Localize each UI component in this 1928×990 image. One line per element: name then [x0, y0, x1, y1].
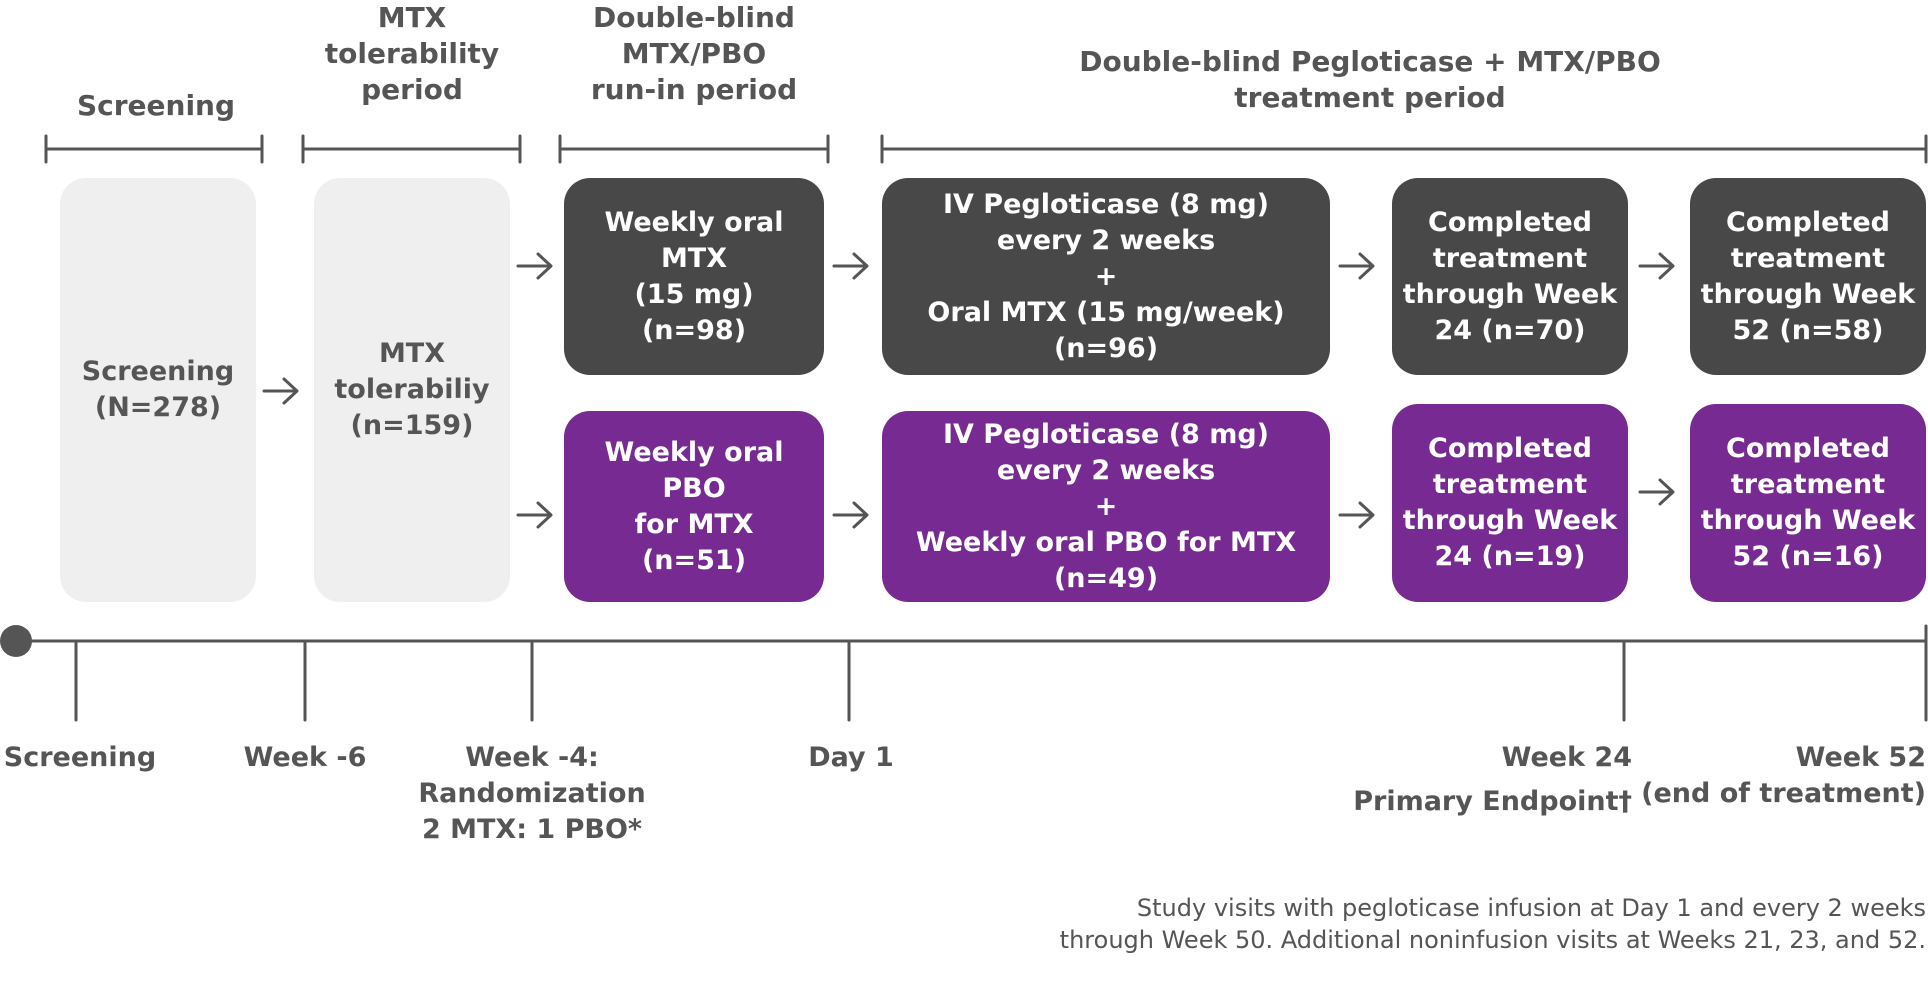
phase-runin-title: Double-blind MTX/PBO run-in period [590, 1, 798, 106]
arrow-tolerability-to-pbo [516, 501, 553, 529]
arrow-mtx-runin-to-treatment [832, 252, 869, 280]
pbo-runin-box: Weekly oral PBO for MTX (n=51) [564, 411, 824, 602]
timeline-label-week24: Week 24 [1501, 742, 1632, 773]
phase-tolerability-title: MTX tolerability period [324, 1, 500, 106]
screening-box: Screening (N=278) [60, 178, 256, 602]
mtx-week52-box: Completed treatment through Week 52 (n=5… [1690, 178, 1926, 375]
tolerability-box: MTX tolerabiliy (n=159) [314, 178, 510, 602]
phase-treatment-title: Double-blind Pegloticase + MTX/PBO treat… [1079, 45, 1661, 114]
bracket-tolerability [301, 134, 522, 164]
mtx-treatment-box: IV Pegloticase (8 mg) every 2 weeks + Or… [882, 178, 1330, 375]
phase-screening-title: Screening [76, 89, 236, 122]
arrow-pbo-runin-to-treatment [832, 501, 869, 529]
pbo-week24-box: Completed treatment through Week 24 (n=1… [1392, 404, 1628, 602]
arrow-tolerability-to-mtx [516, 252, 553, 280]
arrow-mtx-treatment-to-week24 [1338, 252, 1375, 280]
arrow-screening-to-tolerability [262, 377, 299, 405]
arrow-pbo-treatment-to-week24 [1338, 501, 1375, 529]
arrow-mtx-week24-to-week52 [1638, 252, 1675, 280]
timeline-start-dot [0, 625, 32, 657]
timeline-label-week-minus6: Week -6 [243, 742, 367, 773]
bracket-runin [558, 134, 830, 164]
pbo-week52-box: Completed treatment through Week 52 (n=1… [1690, 404, 1926, 602]
footnote: Study visits with pegloticase infusion a… [1059, 894, 1926, 954]
pbo-treatment-box: IV Pegloticase (8 mg) every 2 weeks + We… [882, 411, 1330, 602]
timeline-label-day1: Day 1 [808, 742, 894, 773]
mtx-week24-box: Completed treatment through Week 24 (n=7… [1392, 178, 1628, 375]
timeline-label-screening: Screening [3, 742, 157, 773]
bracket-screening [44, 134, 264, 164]
timeline-label-primary-endpoint: Primary Endpoint† [1353, 786, 1632, 817]
bracket-treatment [880, 134, 1928, 164]
timeline-label-week-minus4: Week -4: Randomization 2 MTX: 1 PBO* [418, 742, 646, 845]
arrow-pbo-week24-to-week52 [1638, 478, 1675, 506]
timeline-label-week52: Week 52 (end of treatment) [1641, 742, 1926, 809]
mtx-runin-box: Weekly oral MTX (15 mg) (n=98) [564, 178, 824, 375]
